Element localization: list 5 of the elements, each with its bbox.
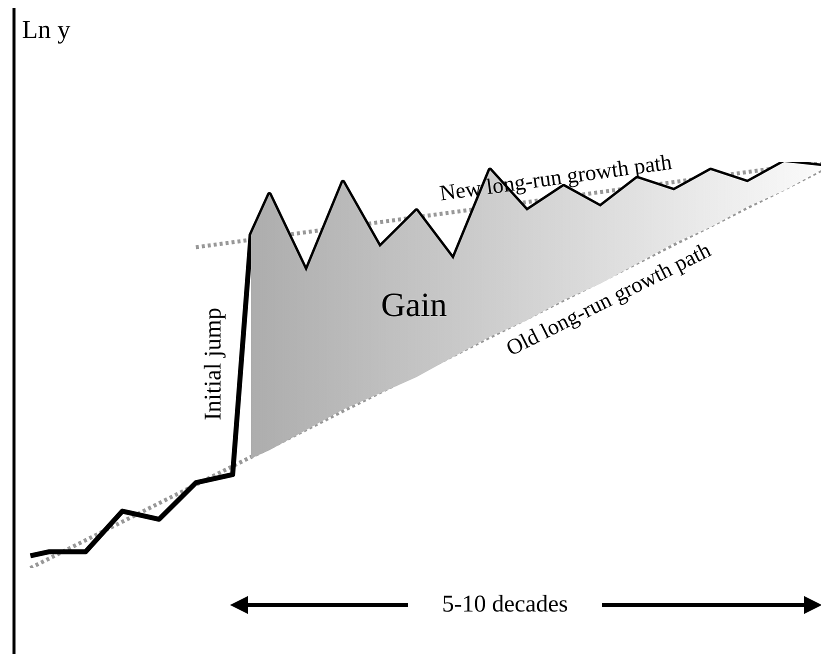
annotation: Gain: [380, 286, 448, 324]
annotation: Initial jump: [200, 308, 226, 420]
text: 5-10 decades: [442, 591, 568, 618]
y-axis-title: Ln y: [22, 14, 70, 44]
text: New long-run growth path: [438, 149, 674, 206]
